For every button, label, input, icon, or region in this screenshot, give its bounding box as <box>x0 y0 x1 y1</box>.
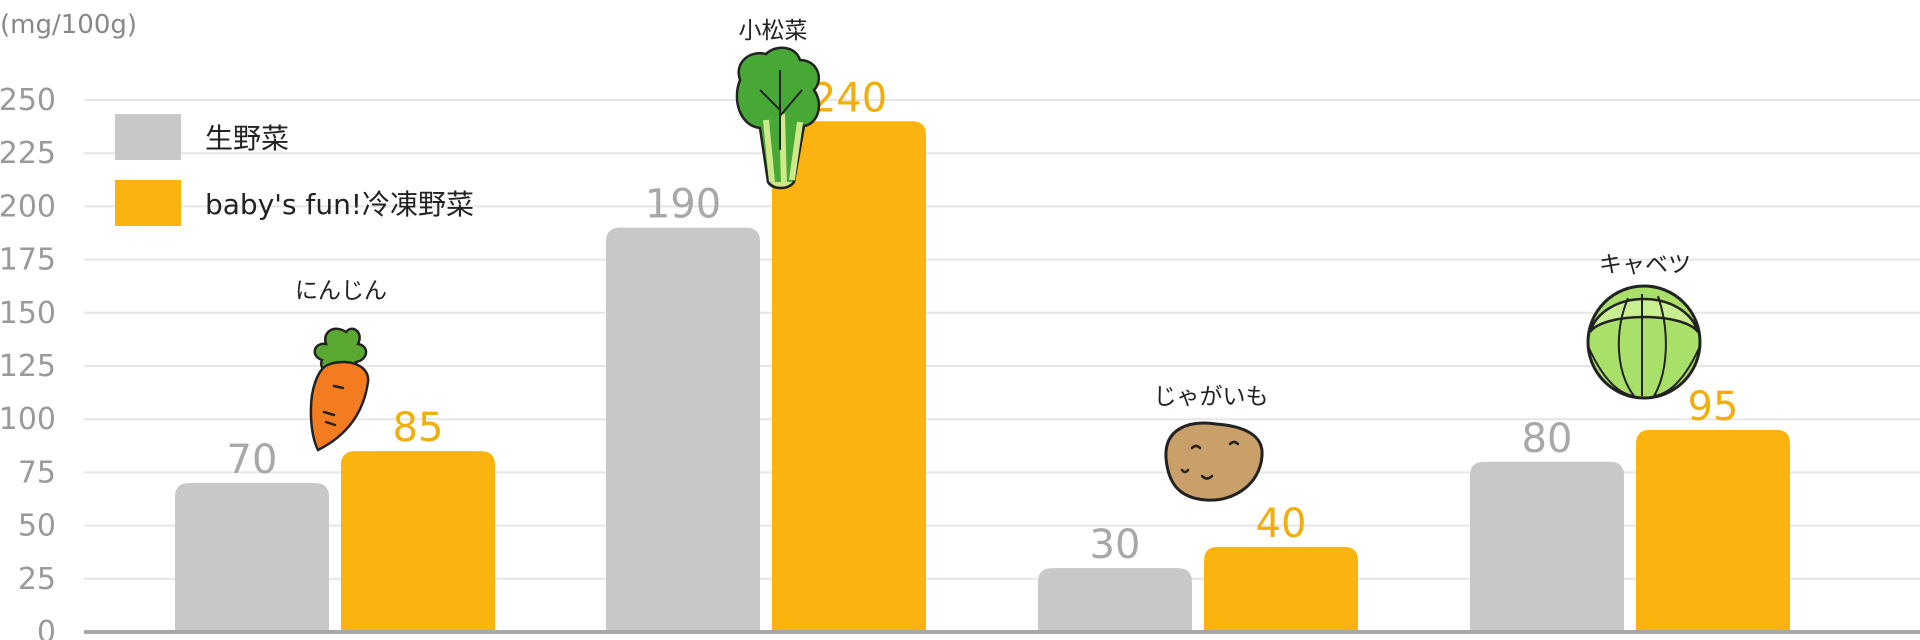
y-tick-label: 200 <box>0 189 56 224</box>
potato-icon <box>1164 421 1264 502</box>
legend-item-raw: 生野菜 <box>115 114 289 160</box>
legend-label-raw: 生野菜 <box>205 122 290 155</box>
legend-swatch-raw <box>115 114 181 160</box>
category-label: キャベツ <box>1599 252 1691 278</box>
y-tick-label: 125 <box>0 349 56 384</box>
komatsuna-icon <box>735 46 821 190</box>
cabbage-icon <box>1586 284 1702 400</box>
bar <box>1038 568 1192 632</box>
data-label: 240 <box>811 75 887 121</box>
data-label: 30 <box>1090 522 1141 568</box>
y-axis-unit-label: (mg/100g) <box>0 10 138 40</box>
bar <box>772 121 926 632</box>
bar <box>1470 461 1624 632</box>
y-tick-label: 75 <box>18 455 56 490</box>
category-label: じゃがいも <box>1154 384 1269 410</box>
data-label: 190 <box>645 182 721 228</box>
category-label: にんじん <box>295 278 387 304</box>
y-tick-label: 0 <box>37 615 56 640</box>
y-tick-label: 100 <box>0 402 56 437</box>
y-tick-label: 225 <box>0 136 56 171</box>
y-tick-label: 250 <box>0 83 56 118</box>
carrot-icon <box>309 327 370 452</box>
y-tick-label: 25 <box>18 562 56 597</box>
y-tick-label: 175 <box>0 243 56 278</box>
data-label: 80 <box>1522 416 1573 462</box>
bar <box>175 483 329 632</box>
legend-swatch-frozen <box>115 180 181 226</box>
data-label: 85 <box>393 405 444 451</box>
data-label: 70 <box>227 437 278 483</box>
data-label: 95 <box>1688 384 1739 430</box>
bar <box>1636 429 1790 632</box>
bar <box>606 227 760 632</box>
data-label: 40 <box>1256 501 1307 547</box>
bar <box>1204 546 1358 632</box>
category-label: 小松菜 <box>739 18 808 44</box>
legend-item-frozen: baby's fun!冷凍野菜 <box>115 180 474 226</box>
bar <box>341 451 495 632</box>
y-tick-label: 50 <box>18 509 56 544</box>
y-tick-label: 150 <box>0 296 56 331</box>
legend-label-frozen: baby's fun!冷凍野菜 <box>205 188 475 221</box>
